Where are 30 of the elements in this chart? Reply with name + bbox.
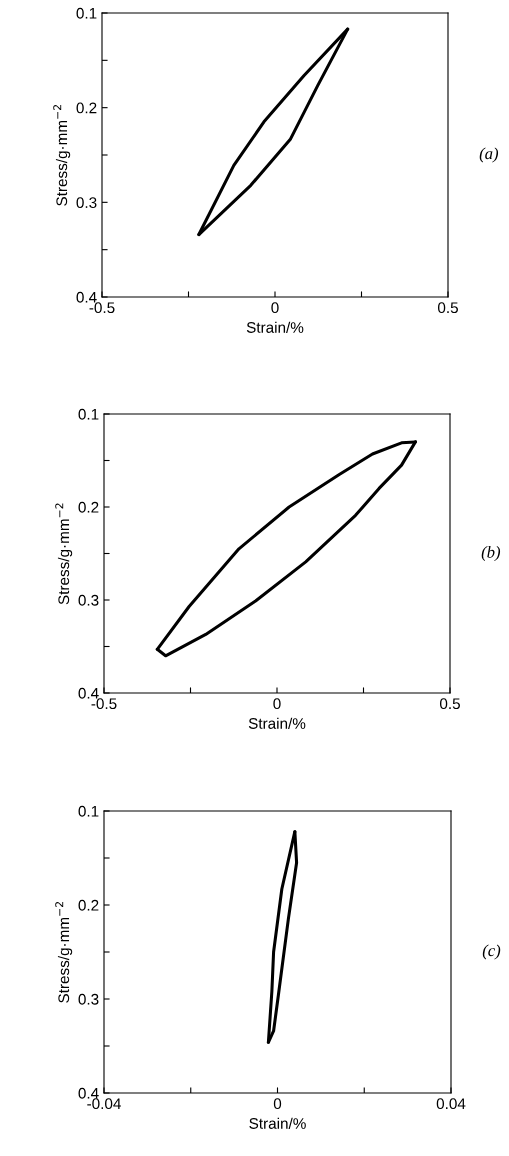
y-tick-label: 0.4 [78, 687, 99, 699]
y-axis-title: Stress/g·mm$^{−2}$ [55, 902, 73, 1003]
y-tick-label: 0.1 [78, 805, 99, 817]
y-tick-label: 0.1 [76, 7, 97, 19]
y-axis-title: Stress/g·mm$^{−2}$ [55, 503, 73, 605]
x-tick-label: 0 [271, 302, 279, 314]
y-tick-label: 0.3 [76, 197, 97, 209]
x-axis-title: Strain/% [249, 1117, 306, 1129]
text: (a) [479, 147, 499, 163]
y-tick-label: 0.3 [78, 594, 99, 606]
y-tick-label: 0.3 [78, 993, 99, 1005]
y-axis-title: Stress/g·mm$^{−2}$ [53, 105, 71, 206]
x-tick-label: 0.04 [436, 1098, 466, 1110]
y-tick-label: 0.2 [78, 501, 99, 513]
text: (b) [481, 545, 501, 562]
x-axis-title: Strain/% [246, 321, 304, 333]
y-tick-label: 0.1 [78, 408, 99, 420]
y-tick-label: 0.2 [78, 899, 99, 911]
x-tick-label: 0.5 [439, 698, 460, 710]
y-tick-label: 0.2 [76, 102, 97, 114]
x-tick-label: -0.5 [91, 698, 117, 710]
x-tick-label: -0.5 [89, 302, 115, 314]
x-tick-label: -0.04 [87, 1098, 121, 1110]
x-axis-title: Strain/% [248, 717, 306, 729]
text: (c) [482, 944, 501, 960]
y-tick-label: 0.4 [76, 291, 97, 303]
x-tick-label: 0 [273, 698, 281, 710]
x-tick-label: 0 [273, 1098, 282, 1110]
y-tick-label: 0.4 [78, 1087, 99, 1099]
x-tick-label: 0.5 [437, 302, 458, 314]
